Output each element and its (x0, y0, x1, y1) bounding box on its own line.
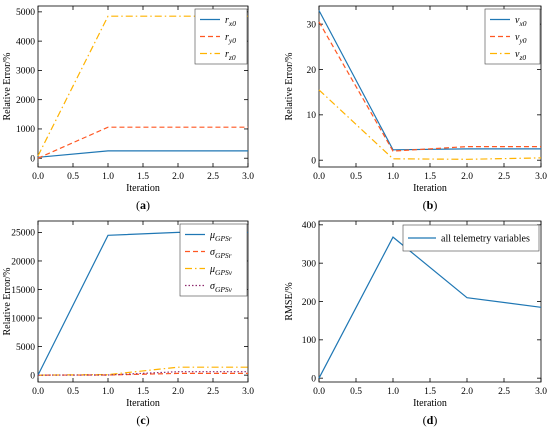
panel-label: (c) (136, 413, 149, 427)
x-tick-label: 0.5 (350, 172, 362, 182)
y-axis-label: Relative Error/% (2, 52, 13, 120)
x-tick-label: 0.0 (32, 387, 44, 397)
legend-label: ry0 (225, 32, 236, 45)
series-line (37, 126, 248, 159)
chart-panel-1: 0.0 0.5 1.0 1.5 2.0 2.5 3.0 0 1000 2000 3000 4000 50… (2, 5, 254, 212)
series-line (37, 371, 248, 376)
x-tick-label: 2.0 (172, 172, 184, 182)
panel-label: (d) (423, 413, 438, 427)
legend-label: μGPSr (209, 230, 232, 243)
x-tick-label: 2.5 (207, 172, 219, 182)
x-tick-label: 1.5 (424, 172, 436, 182)
legend-label: σGPSv (210, 281, 233, 294)
x-tick-label: 0.0 (313, 172, 325, 182)
chart-panel-2: 0.0 0.5 1.0 1.5 2.0 2.5 3.0 0 10 20 30 Iteration Rel… (284, 5, 547, 212)
y-tick-label: 0 (311, 156, 316, 166)
x-tick-label: 3.0 (535, 387, 547, 397)
y-tick-label: 0 (30, 371, 35, 381)
legend-label: μGPSv (209, 264, 233, 277)
y-tick-label: 10000 (11, 314, 35, 324)
x-axis-label: Iteration (413, 398, 447, 409)
x-tick-label: 2.5 (207, 387, 219, 397)
y-axis-label: Relative Error/% (2, 267, 13, 335)
legend-label: vx0 (515, 15, 527, 28)
y-tick-label: 3000 (16, 67, 35, 77)
x-tick-label: 1.0 (387, 172, 399, 182)
series-line (318, 236, 542, 379)
legend-label: σGPSr (210, 247, 232, 260)
y-tick-label: 20000 (11, 257, 35, 267)
y-tick-label: 5000 (16, 343, 35, 353)
x-tick-label: 0.5 (67, 172, 79, 182)
x-tick-label: 3.0 (535, 172, 547, 182)
x-tick-label: 1.5 (137, 387, 149, 397)
y-tick-label: 2000 (16, 96, 35, 106)
x-tick-label: 3.0 (242, 387, 254, 397)
legend-label: all telemetry variables (441, 234, 530, 245)
x-tick-label: 2.0 (172, 387, 184, 397)
x-tick-label: 1.0 (102, 172, 114, 182)
y-tick-label: 30 (307, 20, 317, 30)
y-tick-label: 5000 (16, 8, 35, 18)
x-tick-label: 2.0 (461, 387, 473, 397)
x-tick-label: 2.5 (498, 387, 510, 397)
y-tick-label: 1000 (16, 125, 35, 135)
y-tick-label: 15000 (11, 286, 35, 296)
x-tick-label: 2.5 (498, 172, 510, 182)
legend-label: rz0 (225, 49, 236, 62)
y-tick-label: 0 (311, 374, 316, 384)
y-tick-label: 10 (307, 111, 317, 121)
x-tick-label: 0.0 (32, 172, 44, 182)
x-tick-label: 3.0 (242, 172, 254, 182)
panel-label: (b) (423, 198, 438, 212)
y-tick-label: 200 (302, 298, 317, 308)
panel-label: (a) (136, 198, 150, 212)
x-tick-label: 0.0 (313, 387, 325, 397)
chart-panel-3: 0.0 0.5 1.0 1.5 2.0 2.5 3.0 0 5000 10000 15000 2000… (2, 220, 254, 427)
x-tick-label: 1.0 (387, 387, 399, 397)
x-tick-label: 1.0 (102, 387, 114, 397)
x-tick-label: 0.5 (67, 387, 79, 397)
x-axis-label: Iteration (126, 183, 160, 194)
y-tick-label: 25000 (11, 229, 35, 239)
y-axis-label: RMSE/% (284, 282, 295, 320)
x-axis-label: Iteration (413, 183, 447, 194)
legend-label: vy0 (515, 32, 527, 45)
legend-box (179, 223, 248, 297)
y-axis-label: Relative Error/% (284, 52, 295, 120)
y-tick-label: 300 (302, 259, 317, 269)
x-tick-label: 0.5 (350, 387, 362, 397)
x-axis-label: Iteration (126, 398, 160, 409)
legend-label: vz0 (515, 49, 526, 62)
y-tick-label: 4000 (16, 37, 35, 47)
chart-panel-4: 0.0 0.5 1.0 1.5 2.0 2.5 3.0 0 100 200 300 400 Iterat… (284, 220, 547, 427)
x-tick-label: 1.5 (424, 387, 436, 397)
x-tick-label: 1.5 (137, 172, 149, 182)
y-tick-label: 20 (307, 66, 317, 76)
legend-label: rx0 (225, 15, 236, 28)
series-line (37, 150, 248, 158)
y-tick-label: 0 (30, 155, 35, 165)
y-tick-label: 100 (302, 336, 317, 346)
x-tick-label: 2.0 (461, 172, 473, 182)
series-line (318, 21, 541, 152)
y-tick-label: 400 (302, 221, 317, 231)
